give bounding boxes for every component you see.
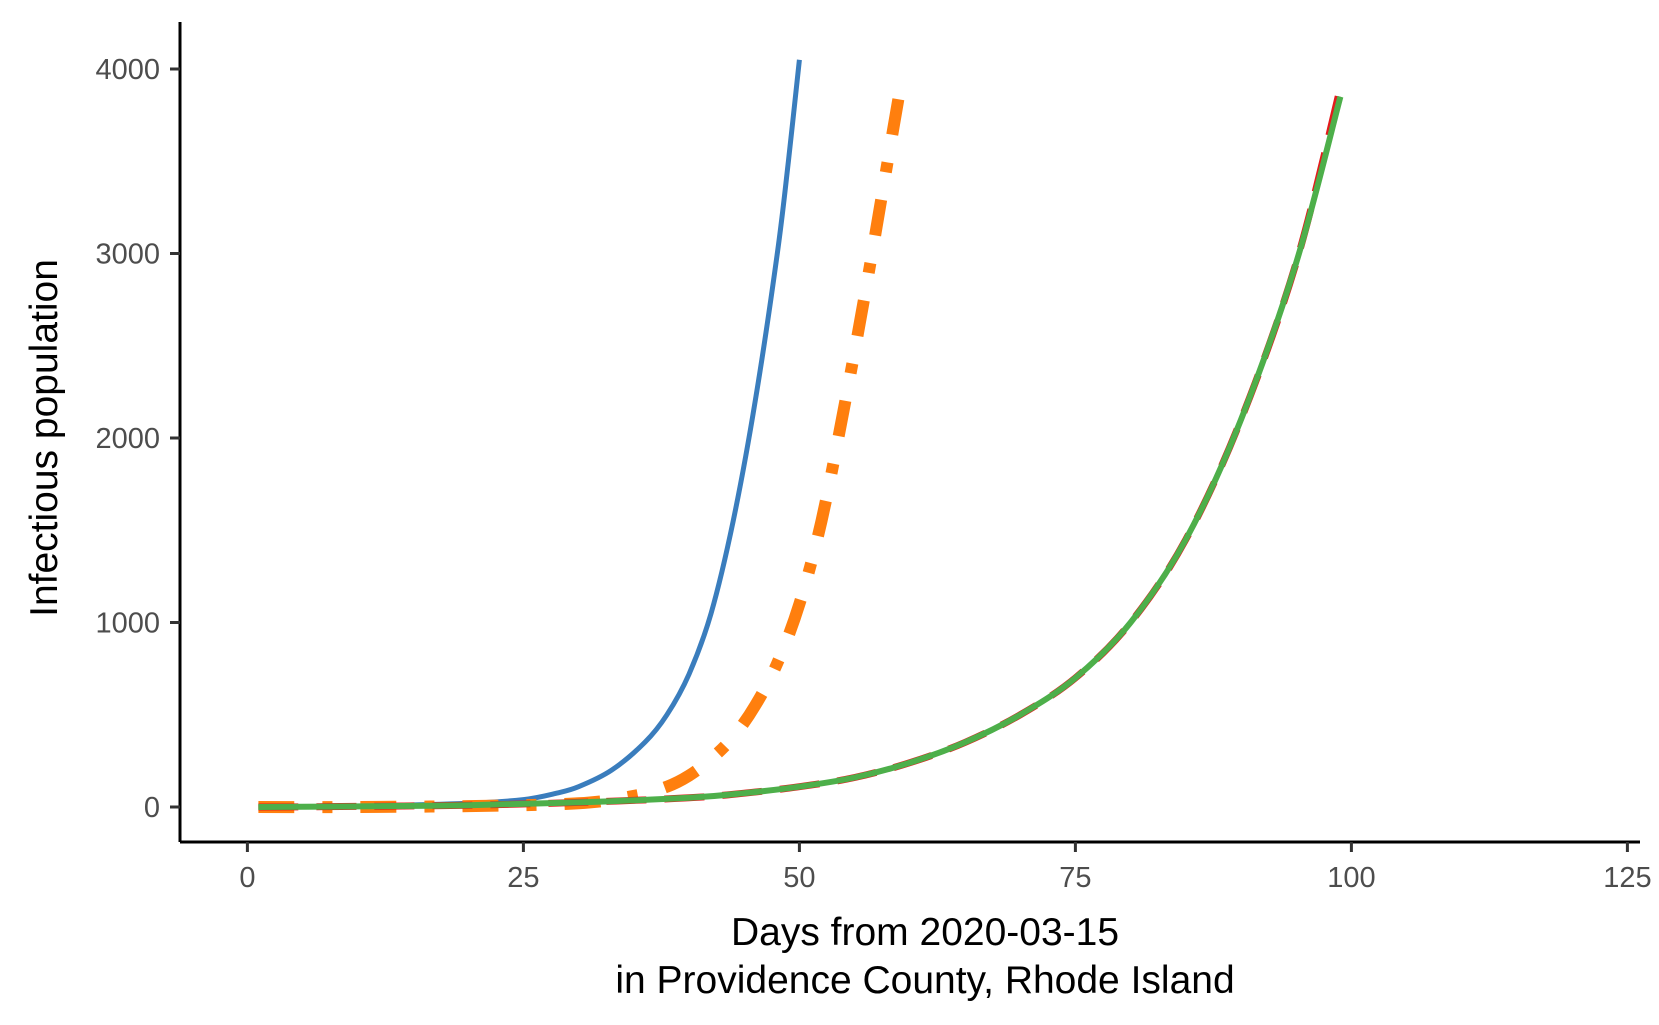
series-line-3 (258, 86, 1344, 811)
y-tick-label: 0 (144, 792, 160, 824)
y-axis-ticks: 0 1000 2000 3000 4000 (95, 54, 180, 824)
y-tick-label: 2000 (95, 423, 160, 455)
x-tick-label: 0 (239, 862, 255, 894)
x-tick-label: 25 (507, 862, 539, 894)
series-line-4 (258, 95, 1344, 810)
y-tick-label: 3000 (95, 239, 160, 271)
x-tick-label: 50 (783, 862, 815, 894)
x-tick-label: 125 (1603, 862, 1651, 894)
x-axis-title-line2: in Providence County, Rhode Island (615, 959, 1234, 1002)
series-line-1 (258, 59, 802, 810)
series-line-2 (258, 95, 905, 814)
x-axis-ticks: 0 25 50 75 100 125 (239, 842, 1652, 894)
y-tick-label: 1000 (95, 608, 160, 640)
x-tick-label: 75 (1059, 862, 1091, 894)
y-axis-title: Infectious population (23, 259, 66, 617)
x-axis-title-line1: Days from 2020-03-15 (731, 911, 1119, 954)
y-tick-label: 4000 (95, 54, 160, 86)
x-tick-label: 100 (1327, 862, 1375, 894)
series-layer (258, 59, 1344, 814)
